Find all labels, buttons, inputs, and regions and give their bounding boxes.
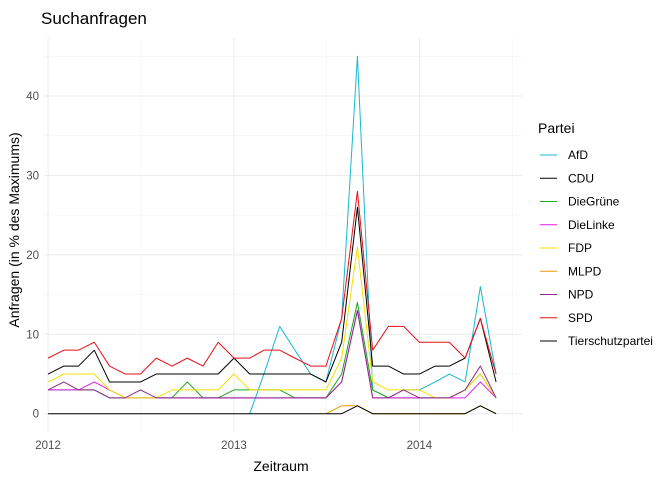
x-axis-title: Zeitraum — [253, 458, 308, 474]
series-line-cdu — [47, 206, 497, 383]
y-tick-label: 40 — [26, 91, 39, 103]
y-axis-title: Anfragen (in % des Maximums) — [6, 132, 22, 327]
legend: Partei AfD CDU DieGrüne DieLinke FDP MLPD NPD S… — [538, 120, 653, 348]
series-line-npd — [47, 309, 497, 399]
series-line-tierschutzpartei — [48, 405, 497, 415]
legend-label-afd: AfD — [568, 148, 588, 162]
grid — [44, 38, 522, 432]
legend-label-fdp: FDP — [568, 241, 592, 255]
y-tick-label: 30 — [26, 170, 39, 182]
legend-label-mlpd: MLPD — [568, 264, 602, 278]
y-tick-label: 10 — [26, 329, 39, 341]
series-line-spd — [47, 190, 497, 375]
x-tick-label: 2013 — [221, 440, 247, 452]
legend-label-cdu: CDU — [568, 171, 594, 185]
x-tick-label: 2012 — [35, 440, 61, 452]
legend-label-diegr-ne: DieGrüne — [568, 195, 620, 209]
legend-label-dielinke: DieLinke — [568, 218, 615, 232]
y-axis-ticks: 0 10 20 30 40 — [26, 91, 39, 421]
series-line-fdp — [47, 246, 497, 399]
legend-title: Partei — [538, 120, 575, 136]
x-tick-label: 2014 — [407, 440, 433, 452]
legend-label-npd: NPD — [568, 288, 594, 302]
y-tick-label: 20 — [26, 250, 39, 262]
x-axis-ticks: 2012 2013 2014 — [35, 440, 433, 452]
series-layer — [47, 55, 497, 415]
legend-label-spd: SPD — [568, 311, 593, 325]
legend-label-tierschutzpartei: Tierschutzpartei — [568, 334, 653, 348]
y-tick-label: 0 — [33, 409, 39, 421]
chart-title: Suchanfragen — [41, 9, 147, 28]
